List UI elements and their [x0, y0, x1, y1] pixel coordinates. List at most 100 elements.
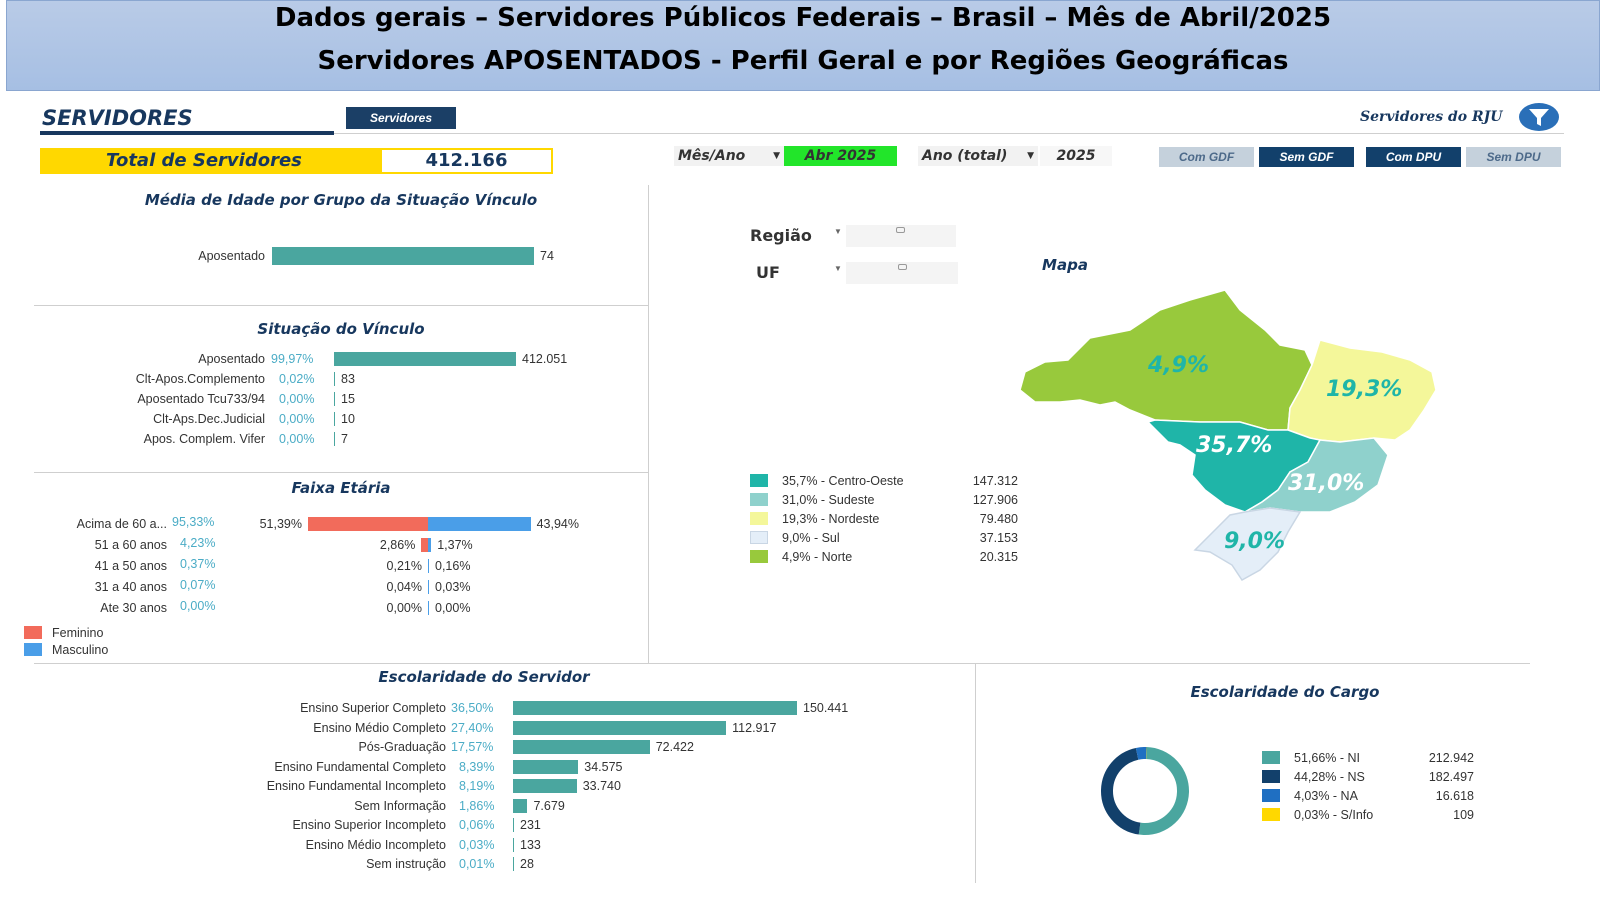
- servidores-button[interactable]: Servidores: [346, 107, 456, 129]
- feminino-value: 0,00%: [386, 601, 422, 615]
- row-pct: 0,00%: [180, 599, 216, 613]
- legend-item-sudeste: 31,0% - Sudeste 127.906: [750, 490, 1030, 509]
- legend-value: 20.315: [979, 549, 1018, 564]
- row-value: 34.575: [584, 759, 623, 774]
- bar-masculino: [428, 559, 429, 573]
- map-label-sul: 9,0%: [1224, 529, 1285, 554]
- com-dpu-button[interactable]: Com DPU: [1366, 147, 1461, 167]
- ano-total-dropdown[interactable]: Ano (total) ▼: [918, 146, 1038, 166]
- esc-row: Ensino Fundamental Completo 8,39% 34.575: [34, 759, 934, 779]
- feminino-value: 0,21%: [386, 559, 422, 573]
- row-label: Aposentado: [198, 352, 265, 366]
- esc-row: Ensino Superior Incompleto 0,06% 231: [34, 818, 934, 837]
- chevron-down-icon: ▼: [1027, 151, 1034, 161]
- row-value: 15: [341, 392, 355, 406]
- row-label: Ensino Médio Completo: [313, 720, 446, 735]
- brazil-map[interactable]: 4,9% 19,3% 35,7% 31,0% 9,0%: [1020, 290, 1450, 600]
- legend-label: 0,03% - S/Info: [1294, 807, 1374, 822]
- escolaridade-cargo-donut: [1101, 747, 1189, 835]
- rju-label: Servidores do RJU: [1360, 109, 1503, 125]
- page-banner: Dados gerais – Servidores Públicos Feder…: [6, 0, 1600, 91]
- mapa-title: Mapa: [1042, 256, 1088, 274]
- bar-aposentado: [334, 352, 516, 366]
- row-pct: 0,00%: [279, 412, 315, 426]
- divider-situacao: [34, 472, 648, 473]
- media-idade-chart: Aposentado 74: [34, 247, 648, 267]
- top-divider: [334, 133, 1564, 134]
- map-region-nordeste[interactable]: [1287, 339, 1437, 443]
- row-pct: 36,50%: [451, 701, 494, 715]
- mes-ano-value[interactable]: Abr 2025: [784, 146, 897, 166]
- sem-dpu-button[interactable]: Sem DPU: [1466, 147, 1561, 167]
- section-title-servidores: SERVIDORES: [42, 106, 193, 130]
- bar-masculino: [428, 517, 531, 531]
- faixa-etaria-title: Faixa Etária: [291, 479, 391, 497]
- row-label: Ensino Fundamental Incompleto: [266, 779, 446, 793]
- row-pct: 0,00%: [279, 392, 315, 406]
- legend-swatch: [24, 626, 42, 639]
- escolaridade-servidor-chart: Ensino Superior Completo 36,50% 150.441 …: [34, 701, 934, 881]
- ano-total-label: Ano (total): [922, 148, 1008, 164]
- row-value: 150.441: [803, 701, 849, 715]
- row-pct: 4,23%: [180, 536, 216, 550]
- row-label: 31 a 40 anos: [94, 580, 167, 594]
- map-label-sudeste: 31,0%: [1288, 471, 1364, 496]
- map-label-norte: 4,9%: [1147, 353, 1209, 378]
- divider-bottom: [34, 663, 1530, 664]
- row-label: Acima de 60 a...: [76, 517, 167, 531]
- ano-total-value[interactable]: 2025: [1040, 146, 1112, 166]
- map-region-sul[interactable]: [1193, 507, 1302, 581]
- legend-swatch: [1262, 808, 1280, 821]
- legend-label: 44,28% - NS: [1294, 769, 1365, 784]
- row-value: 83: [341, 372, 355, 386]
- row-label: Clt-Apos.Complemento: [135, 372, 265, 386]
- esc-row: Pós-Graduação 17,57% 72.422: [34, 740, 934, 759]
- legend-swatch: [750, 493, 768, 506]
- masculino-value: 0,00%: [435, 601, 471, 615]
- row-value: 72.422: [655, 740, 694, 754]
- bar-fundamental-incompleto: [513, 779, 577, 793]
- filter-button[interactable]: [1519, 103, 1559, 131]
- situacao-row: Clt-Aps.Dec.Judicial 0,00% 10: [34, 412, 648, 432]
- legend-value: 182.497: [1428, 769, 1474, 784]
- legend-label: 51,66% - NI: [1294, 750, 1361, 765]
- esc-row: Sem instrução 0,01% 28: [34, 857, 934, 876]
- funnel-icon: [1529, 109, 1549, 126]
- com-gdf-button[interactable]: Com GDF: [1159, 147, 1254, 167]
- row-value: 112.917: [732, 720, 777, 735]
- regiao-legend: 35,7% - Centro-Oeste 147.312 31,0% - Sud…: [750, 471, 1030, 566]
- cargo-legend: 51,66% - NI 212.942 44,28% - NS 182.497 …: [1262, 748, 1482, 824]
- bar-superior-completo: [513, 701, 797, 715]
- slicer-box: [846, 225, 956, 247]
- legend-swatch: [1262, 789, 1280, 802]
- bar-pos-graduacao: [513, 740, 650, 754]
- row-label: Ensino Fundamental Completo: [274, 759, 446, 774]
- uf-slicer[interactable]: ▼: [832, 262, 958, 284]
- slicer-box: [846, 262, 958, 284]
- masculino-value: 43,94%: [536, 517, 579, 531]
- row-pct: 0,07%: [180, 578, 216, 592]
- regiao-slicer[interactable]: ▼: [832, 225, 956, 247]
- row-value: 133: [520, 837, 541, 852]
- legend-swatch: [750, 550, 768, 563]
- divider-media: [34, 305, 648, 306]
- sem-gdf-button[interactable]: Sem GDF: [1259, 147, 1354, 167]
- bar-sem-informacao: [513, 798, 528, 813]
- faixa-row: 51 a 60 anos 4,23% 2,86% 1,37%: [22, 536, 648, 558]
- row-value: 33.740: [582, 779, 621, 793]
- masculino-value: 1,37%: [437, 538, 473, 552]
- faixa-row: Ate 30 anos 0,00% 0,00% 0,00%: [22, 599, 648, 621]
- donut-slice-na: [1101, 747, 1189, 835]
- situacao-title: Situação do Vínculo: [257, 320, 425, 338]
- row-pct: 99,97%: [271, 352, 314, 366]
- uf-label: UF: [756, 263, 780, 282]
- legend-swatch: [1262, 770, 1280, 783]
- row-pct: 8,19%: [459, 779, 495, 793]
- vertical-divider-bottom: [975, 663, 976, 883]
- row-label: Sem Informação: [354, 798, 446, 813]
- faixa-row: 41 a 50 anos 0,37% 0,21% 0,16%: [22, 557, 648, 579]
- mes-ano-dropdown[interactable]: Mês/Ano ▼: [674, 146, 784, 166]
- row-value: 7: [341, 432, 348, 446]
- legend-item-nordeste: 19,3% - Nordeste 79.480: [750, 509, 1030, 528]
- legend-item-ni: 51,66% - NI 212.942: [1262, 748, 1482, 767]
